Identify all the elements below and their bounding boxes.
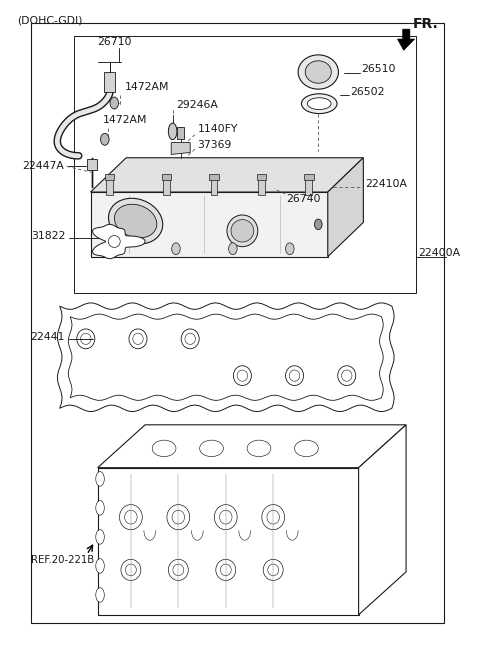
Text: 1140FY: 1140FY (197, 124, 238, 134)
Circle shape (100, 134, 109, 145)
Ellipse shape (114, 204, 157, 238)
Ellipse shape (338, 366, 356, 386)
Text: FR.: FR. (413, 17, 439, 31)
Ellipse shape (268, 564, 279, 576)
Ellipse shape (108, 198, 163, 244)
Text: 26710: 26710 (97, 37, 132, 47)
Ellipse shape (121, 559, 141, 581)
Ellipse shape (237, 370, 248, 381)
Ellipse shape (181, 329, 199, 348)
Ellipse shape (125, 510, 137, 524)
Polygon shape (397, 29, 415, 51)
Ellipse shape (286, 366, 303, 386)
Bar (258, 179, 264, 196)
Text: (DOHC-GDI): (DOHC-GDI) (17, 15, 83, 25)
Text: 26510: 26510 (361, 64, 396, 74)
Ellipse shape (108, 235, 120, 247)
Ellipse shape (219, 510, 232, 524)
Ellipse shape (305, 61, 331, 83)
Ellipse shape (298, 55, 338, 89)
Text: 22400A: 22400A (418, 248, 460, 259)
Bar (211, 179, 217, 196)
Ellipse shape (96, 471, 104, 486)
Circle shape (115, 243, 123, 255)
Ellipse shape (133, 333, 143, 344)
Ellipse shape (168, 123, 177, 140)
Ellipse shape (129, 329, 147, 348)
Ellipse shape (96, 530, 104, 544)
Ellipse shape (96, 559, 104, 573)
Bar (104, 72, 115, 92)
Ellipse shape (96, 588, 104, 602)
Polygon shape (97, 467, 359, 614)
Bar (163, 179, 170, 196)
Ellipse shape (227, 215, 258, 247)
Polygon shape (171, 142, 190, 154)
Bar (74, 36, 416, 293)
Circle shape (228, 243, 237, 255)
Ellipse shape (173, 564, 184, 576)
Text: 1472AM: 1472AM (102, 115, 147, 125)
Text: REF.20-221B: REF.20-221B (31, 555, 95, 565)
Text: 37369: 37369 (197, 140, 232, 150)
Ellipse shape (289, 370, 300, 381)
Ellipse shape (216, 559, 236, 581)
Ellipse shape (215, 505, 237, 530)
Bar (162, 174, 171, 180)
Polygon shape (359, 425, 406, 614)
Bar (105, 174, 114, 180)
Circle shape (286, 243, 294, 255)
Text: 22410A: 22410A (365, 179, 407, 189)
Bar (257, 174, 266, 180)
Ellipse shape (81, 333, 91, 344)
Ellipse shape (231, 219, 254, 242)
Ellipse shape (185, 333, 195, 344)
Ellipse shape (342, 370, 352, 381)
Bar (305, 179, 312, 196)
Circle shape (314, 219, 322, 229)
Polygon shape (58, 303, 394, 412)
Circle shape (172, 243, 180, 255)
Bar (304, 174, 313, 180)
Bar (209, 174, 219, 180)
Ellipse shape (168, 559, 188, 581)
Text: 26502: 26502 (350, 87, 384, 97)
Ellipse shape (267, 510, 279, 524)
Ellipse shape (247, 440, 271, 457)
Ellipse shape (172, 510, 185, 524)
Ellipse shape (220, 564, 231, 576)
Text: 31822: 31822 (31, 231, 66, 241)
Text: 29246A: 29246A (177, 100, 218, 110)
Polygon shape (328, 158, 363, 257)
Circle shape (110, 97, 119, 109)
Text: 26740: 26740 (287, 194, 321, 203)
Ellipse shape (307, 98, 331, 110)
Polygon shape (97, 425, 406, 467)
Ellipse shape (152, 440, 176, 457)
Ellipse shape (233, 366, 252, 386)
Text: 22441: 22441 (30, 332, 65, 342)
Bar (91, 192, 328, 257)
Bar (106, 179, 113, 196)
Text: 22447A: 22447A (22, 162, 64, 172)
Bar (31, 23, 444, 622)
Bar (87, 159, 96, 170)
Ellipse shape (200, 440, 223, 457)
Ellipse shape (96, 501, 104, 515)
Bar (177, 128, 184, 139)
Ellipse shape (120, 505, 142, 530)
Ellipse shape (167, 505, 190, 530)
Ellipse shape (295, 440, 318, 457)
Ellipse shape (263, 559, 283, 581)
Text: 1472AM: 1472AM (125, 82, 170, 92)
Ellipse shape (77, 329, 95, 348)
Ellipse shape (301, 94, 337, 114)
Polygon shape (91, 158, 363, 192)
Polygon shape (93, 224, 145, 259)
Ellipse shape (125, 564, 136, 576)
Ellipse shape (262, 505, 285, 530)
Polygon shape (68, 314, 383, 400)
